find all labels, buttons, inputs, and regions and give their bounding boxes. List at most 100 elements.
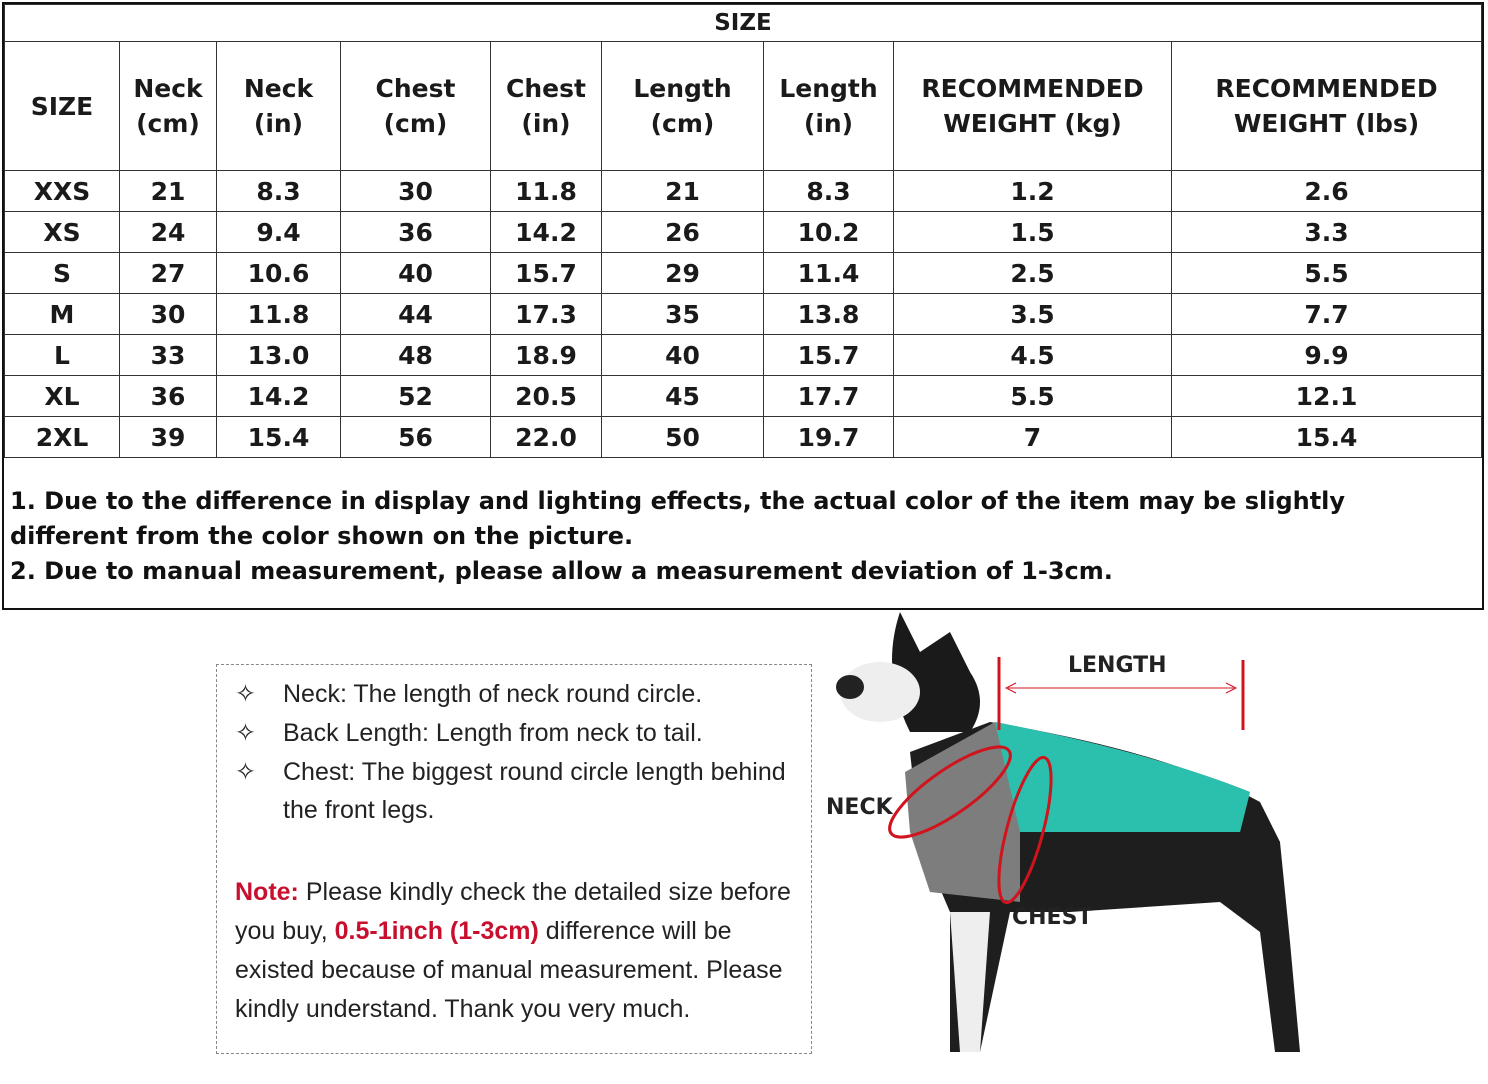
header-line: (in) — [803, 109, 854, 138]
header-line: (cm) — [136, 109, 200, 138]
value-cell: 2.6 — [1171, 170, 1482, 212]
guide-item-length: ✧ Back Length: Length from neck to tail. — [235, 718, 703, 748]
neck-label: NECK — [826, 795, 894, 820]
guide-text: Neck: The length of neck round circle. — [283, 680, 703, 708]
size-cell: XS — [4, 211, 120, 253]
column-header: Chest (in) — [490, 41, 602, 171]
guide-text: Chest: The biggest round circle length b… — [283, 758, 786, 786]
size-cell: XL — [4, 375, 120, 417]
value-cell: 36 — [119, 375, 217, 417]
star-icon: ✧ — [235, 719, 256, 747]
value-cell: 20.5 — [490, 375, 602, 417]
note-text: Please kindly check the detailed size be… — [235, 878, 791, 945]
header-line: Neck — [243, 74, 314, 103]
value-cell: 17.7 — [763, 375, 894, 417]
value-cell: 8.3 — [216, 170, 341, 212]
column-header: Neck (cm) — [119, 41, 217, 171]
guide-item-neck: ✧ Neck: The length of neck round circle. — [235, 679, 702, 709]
value-cell: 12.1 — [1171, 375, 1482, 417]
header-line: Length — [779, 74, 878, 103]
value-cell: 4.5 — [893, 334, 1172, 376]
value-cell: 17.3 — [490, 293, 602, 335]
header-line: RECOMMENDED — [1215, 74, 1438, 103]
value-cell: 13.8 — [763, 293, 894, 335]
neck-measure-ring — [888, 745, 1012, 839]
value-cell: 56 — [340, 416, 491, 458]
column-header: RECOMMENDED WEIGHT (kg) — [893, 41, 1172, 171]
header-line: (in) — [521, 109, 571, 138]
column-header: RECOMMENDED WEIGHT (lbs) — [1171, 41, 1482, 171]
value-cell: 1.5 — [893, 211, 1172, 253]
dog-illustration — [836, 612, 1300, 1052]
value-cell: 40 — [601, 334, 764, 376]
note-highlight: 0.5-1inch (1-3cm) — [334, 917, 539, 945]
value-cell: 52 — [340, 375, 491, 417]
table-row: XL 36 14.2 52 20.5 45 17.7 5.5 12.1 — [4, 375, 1482, 417]
size-cell: S — [4, 252, 120, 294]
note-1: 1. Due to the difference in display and … — [10, 487, 1346, 550]
value-cell: 1.2 — [893, 170, 1172, 212]
value-cell: 30 — [119, 293, 217, 335]
column-header: Neck (in) — [216, 41, 341, 171]
value-cell: 50 — [601, 416, 764, 458]
value-cell: 9.9 — [1171, 334, 1482, 376]
size-cell: L — [4, 334, 120, 376]
value-cell: 36 — [340, 211, 491, 253]
chest-label: CHEST — [1012, 905, 1092, 930]
size-cell: 2XL — [4, 416, 120, 458]
value-cell: 48 — [340, 334, 491, 376]
value-cell: 33 — [119, 334, 217, 376]
table-row: L 33 13.0 48 18.9 40 15.7 4.5 9.9 — [4, 334, 1482, 376]
value-cell: 11.8 — [216, 293, 341, 335]
notes: 1. Due to the difference in display and … — [10, 484, 1460, 589]
measurement-guide: ✧ Neck: The length of neck round circle. … — [216, 664, 812, 1054]
table-row: 2XL 39 15.4 56 22.0 50 19.7 7 15.4 — [4, 416, 1482, 458]
header-line: Neck — [133, 74, 203, 103]
header-line: Length — [633, 74, 732, 103]
value-cell: 5.5 — [1171, 252, 1482, 294]
value-cell: 15.7 — [763, 334, 894, 376]
header-line: (in) — [253, 109, 304, 138]
note-text: difference will be existed because of ma… — [235, 917, 783, 1023]
value-cell: 5.5 — [893, 375, 1172, 417]
value-cell: 21 — [601, 170, 764, 212]
value-cell: 45 — [601, 375, 764, 417]
value-cell: 13.0 — [216, 334, 341, 376]
table-row: XS 24 9.4 36 14.2 26 10.2 1.5 3.3 — [4, 211, 1482, 253]
table-title: SIZE — [4, 4, 1482, 42]
value-cell: 21 — [119, 170, 217, 212]
value-cell: 8.3 — [763, 170, 894, 212]
header-line: Chest — [506, 74, 586, 103]
header-line: (cm) — [650, 109, 715, 138]
value-cell: 15.4 — [1171, 416, 1482, 458]
value-cell: 22.0 — [490, 416, 602, 458]
value-cell: 27 — [119, 252, 217, 294]
value-cell: 7 — [893, 416, 1172, 458]
header-row: SIZE Neck (cm) Neck (in) Chest (cm) Chest (in) Le… — [4, 41, 1482, 171]
note-label: Note: — [235, 878, 299, 906]
value-cell: 40 — [340, 252, 491, 294]
value-cell: 44 — [340, 293, 491, 335]
value-cell: 18.9 — [490, 334, 602, 376]
column-header: Length (cm) — [601, 41, 764, 171]
value-cell: 3.5 — [893, 293, 1172, 335]
value-cell: 15.7 — [490, 252, 602, 294]
value-cell: 10.6 — [216, 252, 341, 294]
length-label: LENGTH — [1068, 653, 1167, 678]
star-icon: ✧ — [235, 758, 256, 786]
header-line: WEIGHT (kg) — [943, 109, 1122, 138]
size-cell: XXS — [4, 170, 120, 212]
column-header: Chest (cm) — [340, 41, 491, 171]
column-header: SIZE — [4, 41, 120, 171]
value-cell: 35 — [601, 293, 764, 335]
size-cell: M — [4, 293, 120, 335]
value-cell: 19.7 — [763, 416, 894, 458]
value-cell: 11.4 — [763, 252, 894, 294]
value-cell: 10.2 — [763, 211, 894, 253]
header-line: WEIGHT (lbs) — [1233, 109, 1420, 138]
value-cell: 15.4 — [216, 416, 341, 458]
guide-text: the front legs. — [283, 796, 435, 824]
value-cell: 39 — [119, 416, 217, 458]
value-cell: 29 — [601, 252, 764, 294]
value-cell: 14.2 — [216, 375, 341, 417]
